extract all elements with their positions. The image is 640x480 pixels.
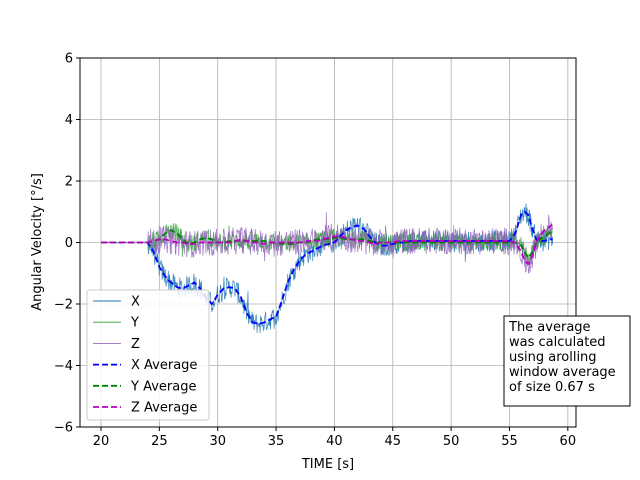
- x-tick-label: 30: [209, 434, 226, 449]
- annotation-line: was calculated: [509, 335, 606, 350]
- y-axis: −6 −4 −2 0 2 4 6: [54, 52, 80, 436]
- x-tick-label: 45: [384, 434, 401, 449]
- x-tick-label: 50: [443, 434, 460, 449]
- annotation-line: The average: [508, 320, 591, 335]
- legend-label: Z Average: [131, 401, 197, 416]
- legend-label: Y: [130, 316, 139, 331]
- series-line-y-average: [101, 229, 554, 260]
- legend-label: X Average: [131, 358, 197, 373]
- x-tick-label: 55: [501, 434, 518, 449]
- x-axis-label: TIME [s]: [301, 457, 354, 472]
- x-tick-label: 40: [326, 434, 343, 449]
- annotation-text: The average was calculated using arolling w…: [508, 320, 616, 395]
- y-tick-label: 0: [65, 236, 73, 251]
- legend: XYZ X Average Y Average Z Average: [86, 289, 210, 421]
- legend-label: Y Average: [130, 379, 196, 394]
- x-tick-label: 35: [268, 434, 285, 449]
- y-tick-label: −6: [54, 421, 73, 436]
- y-tick-label: 6: [65, 52, 73, 67]
- y-tick-label: 4: [65, 113, 73, 128]
- annotation-line: using arolling: [509, 350, 597, 365]
- annotation-box: The average was calculated using arolling w…: [503, 315, 631, 407]
- y-tick-label: 2: [65, 175, 73, 190]
- series-line-z-average: [101, 223, 554, 266]
- annotation-line: of size 0.67 s: [509, 380, 595, 395]
- y-tick-label: −2: [54, 298, 73, 313]
- annotation-line: window average: [509, 365, 616, 380]
- x-tick-label: 60: [560, 434, 577, 449]
- legend-label: X: [131, 295, 140, 310]
- x-tick-label: 25: [151, 434, 168, 449]
- annotation-frame: [503, 315, 631, 407]
- x-tick-label: 20: [93, 434, 110, 449]
- legend-label: Z: [131, 337, 140, 352]
- y-axis-label: Angular Velocity [°/s]: [30, 173, 45, 311]
- x-axis: 20 25 30 35 40 45 50 55 60: [93, 427, 576, 449]
- y-tick-label: −4: [54, 359, 73, 374]
